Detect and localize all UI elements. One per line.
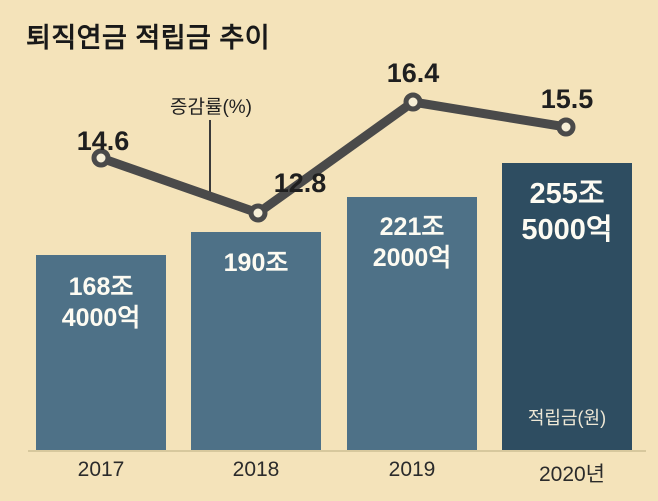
bar-2019	[347, 197, 477, 450]
bar-2018	[191, 232, 321, 450]
line-value-2020: 15.5	[540, 84, 594, 114]
x-label-2017: 2017	[77, 458, 125, 481]
bar-value-2019: 221조 2000억	[372, 213, 452, 273]
bar-2020	[502, 163, 632, 450]
bar-value-2020: 255조 5000억	[521, 178, 613, 247]
x-label-2020: 2020년	[538, 463, 606, 486]
bar-value-2018: 190조	[223, 249, 289, 277]
line-value-2019: 16.4	[386, 58, 440, 88]
x-axis-line	[28, 450, 646, 452]
chart-title: 퇴직연금 적립금 추이	[26, 23, 271, 53]
marker-2019	[403, 92, 423, 112]
bar-2017	[36, 255, 166, 450]
marker-2017	[91, 148, 111, 168]
marker-2020	[556, 117, 576, 137]
growth-line	[96, 97, 571, 218]
marker-2018	[248, 203, 268, 223]
line-series-label: 증감률(%)	[170, 97, 252, 118]
bar-value-2017: 168조 4000억	[61, 273, 141, 333]
x-label-2019: 2019	[388, 458, 436, 481]
x-label-2018: 2018	[232, 458, 280, 481]
line-value-2018: 12.8	[273, 168, 327, 198]
bar-unit-label: 적립금(원)	[527, 408, 607, 428]
line-value-2017: 14.6	[76, 126, 130, 156]
